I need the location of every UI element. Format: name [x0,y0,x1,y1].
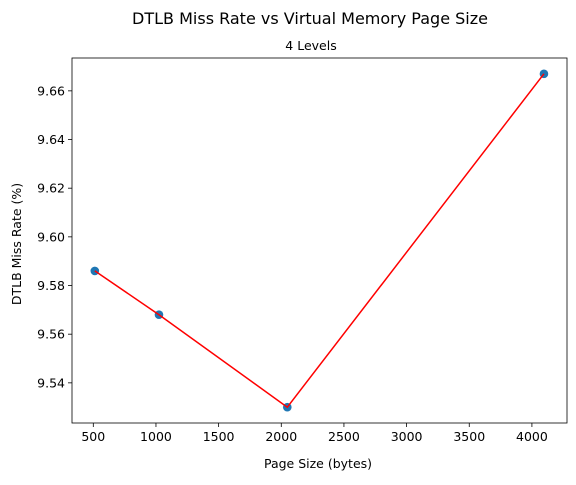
x-tick-label: 1500 [203,429,235,444]
x-tick-label: 3000 [391,429,423,444]
y-tick-label: 9.60 [37,229,65,244]
plot-frame [71,57,568,424]
x-axis-label: Page Size (bytes) [264,456,372,471]
x-tick-label: 1000 [140,429,172,444]
x-tick-label: 500 [81,429,105,444]
chart-title: DTLB Miss Rate vs Virtual Memory Page Si… [132,9,488,28]
y-tick-label: 9.64 [37,132,65,147]
plot-area: 500 1000 1500 2000 2500 3000 3500 4000 9.54 9.56 9… [37,57,568,444]
y-tick-label: 9.56 [37,327,65,342]
y-tick-label: 9.66 [37,83,65,98]
x-tick-label: 3500 [453,429,485,444]
y-tick-label: 9.62 [37,181,65,196]
x-tick-label: 4000 [516,429,548,444]
chart-subtitle: 4 Levels [285,38,336,53]
series-line [94,73,545,409]
data-point [90,266,100,276]
y-tick-label: 9.54 [37,375,65,390]
x-tick-label: 2000 [265,429,297,444]
y-tick-label: 9.58 [37,278,65,293]
x-tick-label: 2500 [328,429,360,444]
y-axis-label: DTLB Miss Rate (%) [9,183,24,305]
